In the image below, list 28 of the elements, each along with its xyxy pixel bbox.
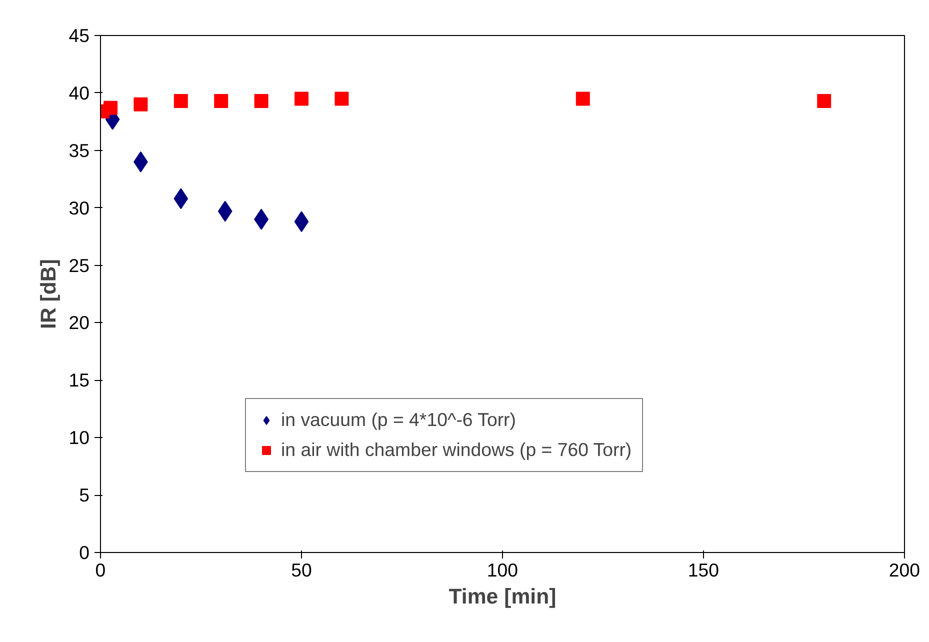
point bbox=[294, 92, 308, 106]
y-tick-label: 15 bbox=[68, 370, 90, 391]
point bbox=[254, 94, 268, 108]
y-tick-label: 45 bbox=[68, 25, 90, 46]
y-tick-label: 40 bbox=[68, 82, 90, 104]
point bbox=[214, 94, 228, 108]
x-tick-label: 50 bbox=[291, 560, 312, 580]
x-tick-label: 100 bbox=[486, 560, 518, 580]
x-tick-label: 150 bbox=[688, 560, 720, 580]
point bbox=[576, 92, 590, 106]
point bbox=[174, 94, 188, 108]
point bbox=[817, 94, 832, 108]
y-tick-label: 35 bbox=[68, 140, 90, 161]
legend-label: in air with chamber windows (p = 760 Torr) bbox=[281, 439, 632, 461]
legend-label: in vacuum (p = 4*10^-6 Torr) bbox=[281, 409, 516, 431]
x-axis-title: Time [min] bbox=[448, 584, 556, 608]
x-tick-label: 200 bbox=[888, 560, 920, 580]
y-tick-label: 5 bbox=[79, 484, 90, 506]
point bbox=[334, 92, 349, 106]
y-axis-title: IR [dB] bbox=[36, 259, 61, 329]
y-tick-label: 30 bbox=[68, 197, 90, 218]
x-tick-label: 0 bbox=[95, 560, 106, 580]
point bbox=[104, 100, 118, 115]
point bbox=[134, 97, 148, 112]
y-tick-label: 25 bbox=[68, 254, 90, 276]
y-tick-label: 0 bbox=[79, 542, 90, 563]
y-tick-label: 20 bbox=[68, 312, 90, 334]
y-tick-label: 10 bbox=[68, 427, 90, 448]
